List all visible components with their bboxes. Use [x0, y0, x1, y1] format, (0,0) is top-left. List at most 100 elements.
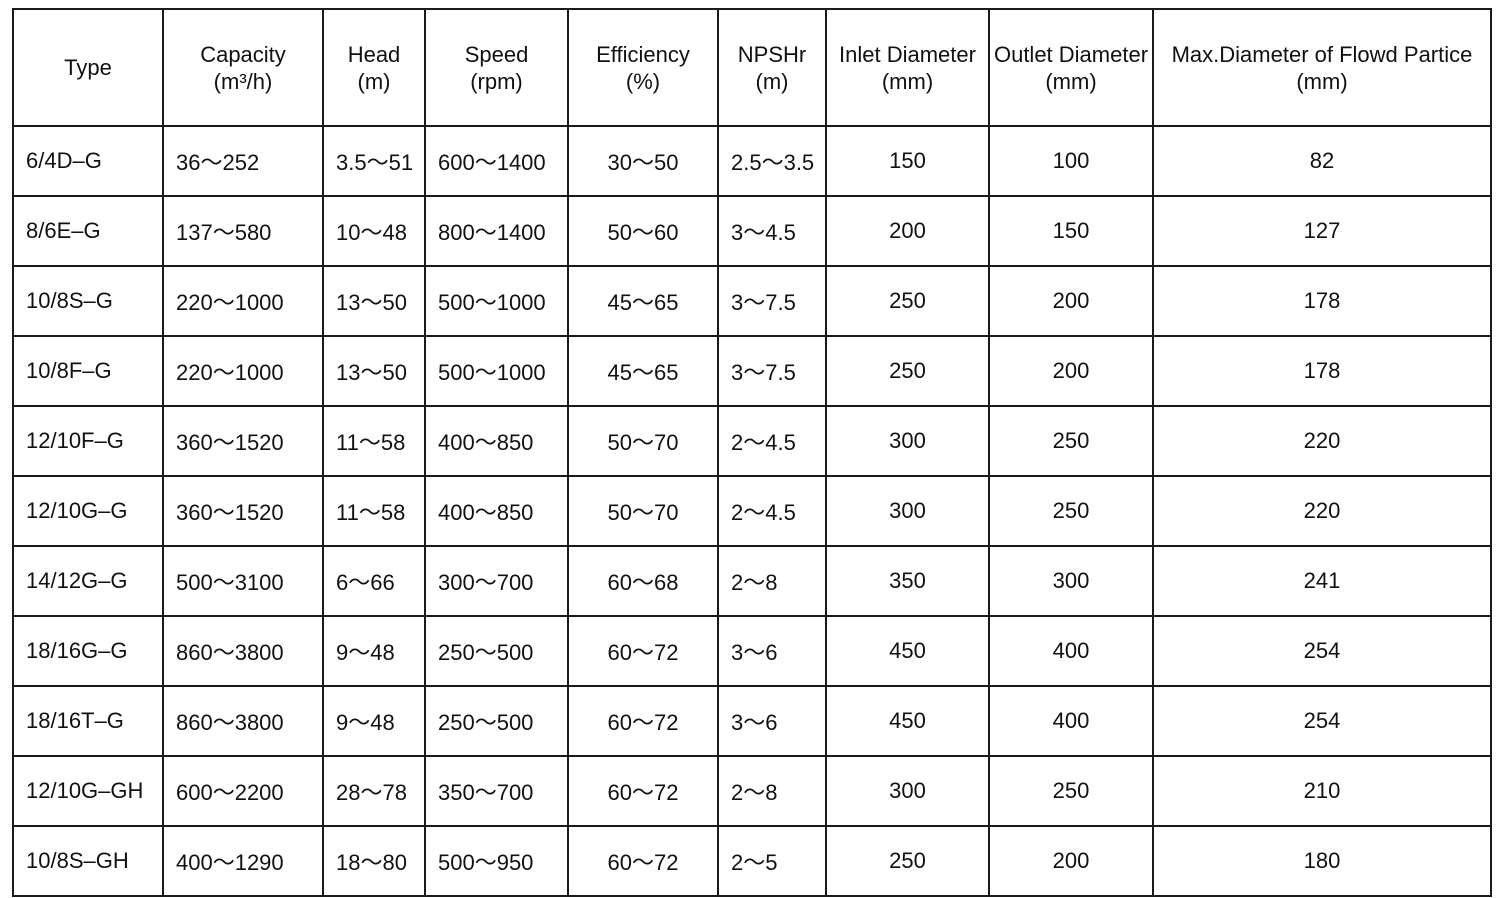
table-cell: 250～500: [424, 685, 569, 757]
table-cell: 300: [825, 405, 990, 477]
table-cell: 400～850: [424, 405, 569, 477]
table-cell: 300: [825, 475, 990, 547]
table-cell: 210: [1152, 755, 1492, 827]
header-unit: (mm): [881, 68, 934, 94]
table-cell: 500～3100: [162, 545, 324, 617]
table-cell: 30～50: [567, 125, 719, 197]
header-name: Speed: [464, 41, 529, 67]
table-row: 18/16T–G 860～3800 9～48 250～500 60～72 3～6 450 40…: [12, 685, 1492, 757]
table-cell: 60～72: [567, 755, 719, 827]
header-name: Inlet Diameter: [839, 41, 976, 67]
header-name: NPSHr: [737, 41, 807, 67]
table-cell: 60～68: [567, 545, 719, 617]
table-cell: 18/16G–G: [12, 615, 164, 687]
table-cell: 220～1000: [162, 265, 324, 337]
table-cell: 250: [825, 825, 990, 897]
table-cell: 450: [825, 685, 990, 757]
table-cell: 300～700: [424, 545, 569, 617]
table-cell: 400: [988, 615, 1154, 687]
table-cell: 9～48: [322, 685, 426, 757]
spec-table: Type Capacity (m³/h) Head (m) Speed (rpm) Effic…: [12, 8, 1492, 897]
table-cell: 860～3800: [162, 615, 324, 687]
table-cell: 45～65: [567, 335, 719, 407]
table-cell: 600～2200: [162, 755, 324, 827]
table-cell: 150: [988, 195, 1154, 267]
table-cell: 220: [1152, 405, 1492, 477]
table-cell: 50～70: [567, 405, 719, 477]
table-cell: 137～580: [162, 195, 324, 267]
table-cell: 50～70: [567, 475, 719, 547]
header-unit: (m): [755, 68, 789, 94]
header-cell: Max.Diameter of Flowd Partice (mm): [1152, 8, 1492, 127]
table-cell: 250～500: [424, 615, 569, 687]
table-cell: 178: [1152, 265, 1492, 337]
header-unit: (%): [625, 68, 661, 94]
table-cell: 2～4.5: [717, 405, 827, 477]
table-cell: 14/12G–G: [12, 545, 164, 617]
header-name: Outlet Diameter: [993, 41, 1149, 67]
table-cell: 220: [1152, 475, 1492, 547]
header-cell: Head (m): [322, 8, 426, 127]
table-cell: 250: [825, 335, 990, 407]
header-cell: NPSHr (m): [717, 8, 827, 127]
table-cell: 60～72: [567, 615, 719, 687]
header-unit: (rpm): [470, 68, 523, 94]
table-cell: 6～66: [322, 545, 426, 617]
table-cell: 500～950: [424, 825, 569, 897]
table-cell: 254: [1152, 615, 1492, 687]
table-cell: 200: [988, 335, 1154, 407]
table-cell: 500～1000: [424, 265, 569, 337]
header-row: Type Capacity (m³/h) Head (m) Speed (rpm) Effic…: [12, 8, 1492, 127]
table-cell: 11～58: [322, 405, 426, 477]
table-cell: 13～50: [322, 335, 426, 407]
table-row: 14/12G–G 500～3100 6～66 300～700 60～68 2～8 350 30…: [12, 545, 1492, 617]
table-cell: 400～1290: [162, 825, 324, 897]
table-row: 10/8F–G 220～1000 13～50 500～1000 45～65 3～7.5 25…: [12, 335, 1492, 407]
table-cell: 178: [1152, 335, 1492, 407]
table-cell: 10/8S–GH: [12, 825, 164, 897]
table-cell: 60～72: [567, 825, 719, 897]
table-row: 12/10G–GH 600～2200 28～78 350～700 60～72 2～8 300…: [12, 755, 1492, 827]
table-row: 10/8S–GH 400～1290 18～80 500～950 60～72 2～5 250 2…: [12, 825, 1492, 897]
table-cell: 450: [825, 615, 990, 687]
table-cell: 241: [1152, 545, 1492, 617]
table-cell: 11～58: [322, 475, 426, 547]
table-cell: 180: [1152, 825, 1492, 897]
table-cell: 82: [1152, 125, 1492, 197]
header-name: Max.Diameter of Flowd Partice: [1171, 41, 1473, 67]
table-cell: 8/6E–G: [12, 195, 164, 267]
table-row: 12/10G–G 360～1520 11～58 400～850 50～70 2～4.5 30…: [12, 475, 1492, 547]
table-cell: 3～4.5: [717, 195, 827, 267]
header-cell: Type: [12, 8, 164, 127]
table-cell: 12/10G–GH: [12, 755, 164, 827]
table-cell: 2～8: [717, 755, 827, 827]
table-cell: 300: [988, 545, 1154, 617]
header-cell: Outlet Diameter (mm): [988, 8, 1154, 127]
table-cell: 360～1520: [162, 475, 324, 547]
table-cell: 200: [825, 195, 990, 267]
header-cell: Speed (rpm): [424, 8, 569, 127]
table-cell: 350～700: [424, 755, 569, 827]
table-cell: 250: [825, 265, 990, 337]
table-cell: 28～78: [322, 755, 426, 827]
table-cell: 12/10F–G: [12, 405, 164, 477]
table-cell: 2～8: [717, 545, 827, 617]
table-cell: 400: [988, 685, 1154, 757]
table-cell: 10/8S–G: [12, 265, 164, 337]
table-row: 10/8S–G 220～1000 13～50 500～1000 45～65 3～7.5 25…: [12, 265, 1492, 337]
table-cell: 12/10G–G: [12, 475, 164, 547]
table-cell: 150: [825, 125, 990, 197]
table-cell: 220～1000: [162, 335, 324, 407]
header-cell: Capacity (m³/h): [162, 8, 324, 127]
table-cell: 400～850: [424, 475, 569, 547]
header-cell: Inlet Diameter (mm): [825, 8, 990, 127]
header-unit: (mm): [1296, 68, 1348, 94]
table-cell: 3.5～51: [322, 125, 426, 197]
table-cell: 36～252: [162, 125, 324, 197]
table-cell: 500～1000: [424, 335, 569, 407]
table-cell: 127: [1152, 195, 1492, 267]
table-cell: 2～4.5: [717, 475, 827, 547]
table-cell: 200: [988, 265, 1154, 337]
header-unit: (mm): [1045, 68, 1097, 94]
